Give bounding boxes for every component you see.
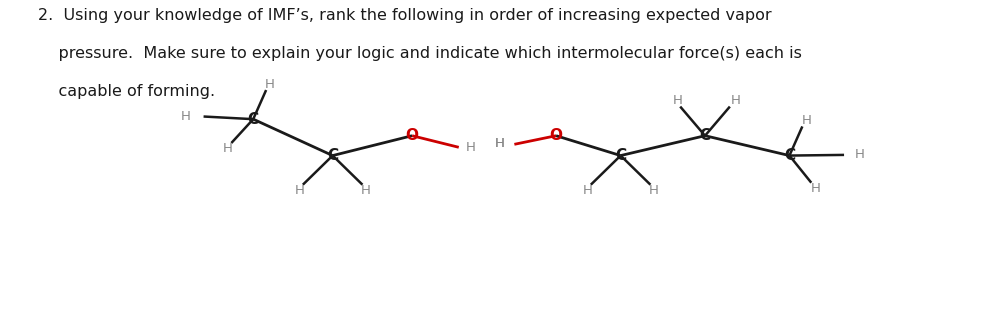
- Text: H: H: [648, 184, 658, 197]
- Text: H: H: [466, 141, 476, 155]
- Text: C: C: [327, 148, 339, 163]
- Text: C: C: [615, 148, 627, 163]
- Text: H: H: [672, 94, 682, 107]
- Text: H: H: [222, 142, 232, 156]
- Text: H: H: [801, 114, 811, 127]
- Text: H: H: [495, 137, 504, 150]
- Text: capable of forming.: capable of forming.: [38, 84, 214, 99]
- Text: C: C: [247, 112, 259, 127]
- Text: H: H: [810, 182, 820, 195]
- Text: H: H: [855, 148, 865, 162]
- Text: pressure.  Make sure to explain your logic and indicate which intermolecular for: pressure. Make sure to explain your logi…: [38, 46, 801, 61]
- Text: H: H: [181, 110, 191, 123]
- Text: H: H: [583, 184, 593, 197]
- Text: 2.  Using your knowledge of IMF’s, rank the following in order of increasing exp: 2. Using your knowledge of IMF’s, rank t…: [38, 8, 772, 23]
- Text: C: C: [783, 148, 795, 163]
- Text: H: H: [360, 184, 370, 197]
- Text: H: H: [495, 137, 504, 150]
- Text: O: O: [549, 128, 563, 143]
- Text: H: H: [265, 77, 275, 91]
- Text: H: H: [295, 184, 305, 197]
- Text: O: O: [405, 128, 419, 143]
- Text: C: C: [699, 128, 711, 143]
- Text: H: H: [731, 94, 741, 107]
